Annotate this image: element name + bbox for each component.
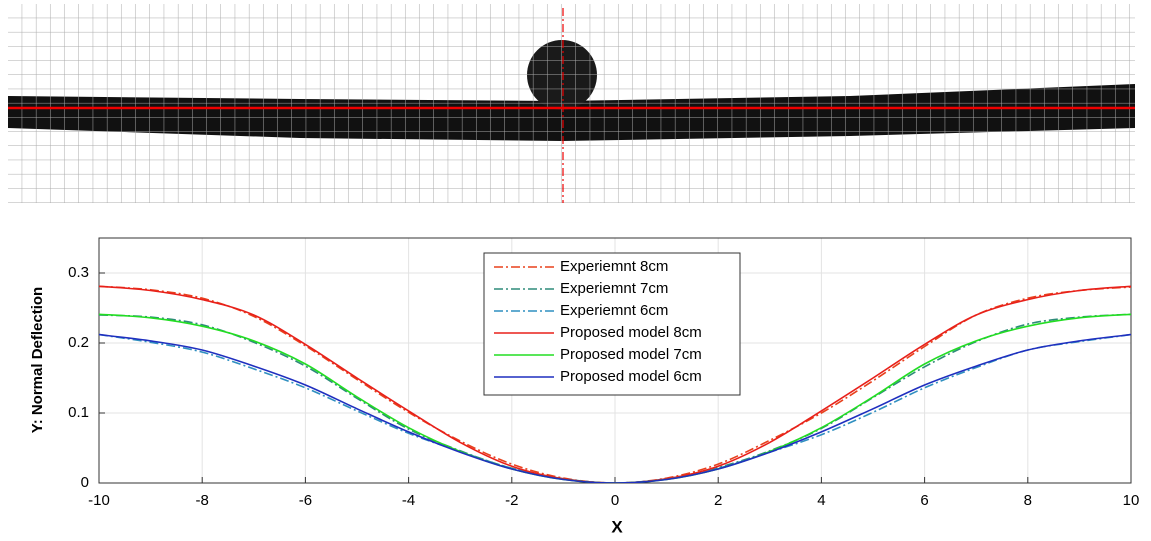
y-axis-label: Y: Normal Deflection — [29, 287, 46, 433]
y-tick-label: 0.1 — [68, 404, 89, 421]
x-tick-label: 4 — [817, 492, 825, 509]
x-tick-label: -6 — [299, 492, 312, 509]
x-tick-label: -4 — [402, 492, 415, 509]
y-tick-label: 0 — [81, 474, 89, 491]
x-tick-label: -2 — [505, 492, 518, 509]
x-tick-label: 2 — [714, 492, 722, 509]
photo — [8, 4, 1135, 203]
data-line — [99, 285, 1131, 483]
x-tick-label: 8 — [1024, 492, 1032, 509]
x-tick-label: 10 — [1123, 492, 1140, 509]
legend-label: Proposed model 6cm — [560, 368, 702, 385]
data-line — [99, 313, 1131, 483]
data-line — [99, 313, 1131, 483]
legend-label: Experiemnt 6cm — [560, 302, 668, 319]
y-tick-label: 0.2 — [68, 334, 89, 351]
legend-label: Proposed model 8cm — [560, 324, 702, 341]
data-line — [99, 333, 1131, 483]
x-tick-label: 6 — [920, 492, 928, 509]
legend-box — [483, 252, 741, 396]
legend-label: Experiemnt 8cm — [560, 258, 668, 275]
x-axis-label: X — [611, 517, 623, 536]
data-line — [99, 333, 1131, 483]
plot-lines — [99, 285, 1131, 483]
x-tick-label: -10 — [88, 492, 110, 509]
legend-label: Experiemnt 7cm — [560, 280, 668, 297]
x-tick-label: 0 — [611, 492, 619, 509]
legend-label: Proposed model 7cm — [560, 346, 702, 363]
y-tick-label: 0.3 — [68, 264, 89, 281]
x-tick-label: -8 — [196, 492, 209, 509]
